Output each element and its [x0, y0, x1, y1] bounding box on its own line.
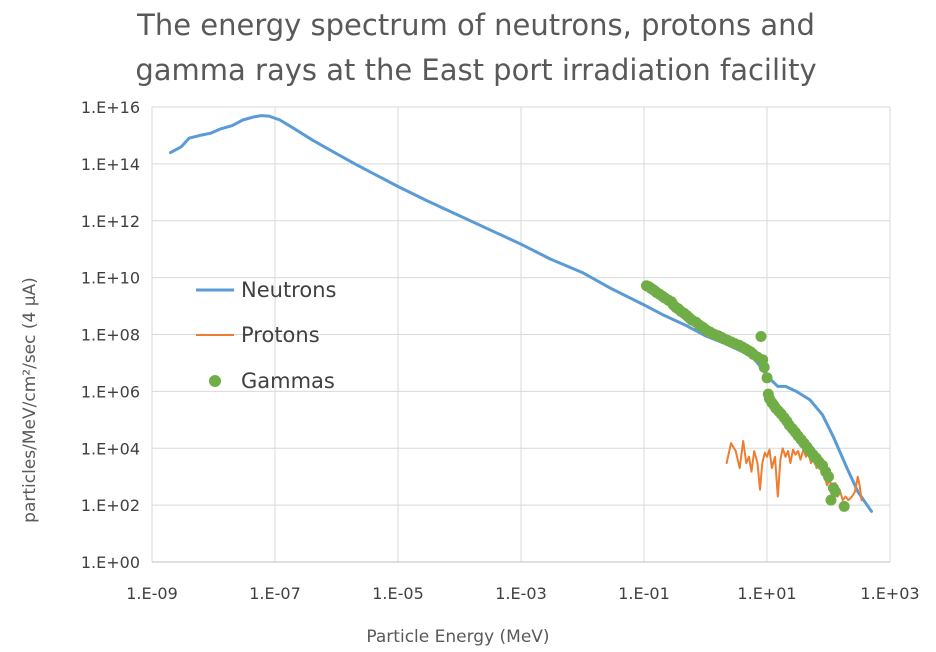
legend: Neutrons Protons Gammas [196, 278, 336, 393]
x-tick-label: 1.E-01 [618, 584, 670, 603]
legend-gammas-label: Gammas [241, 369, 335, 393]
x-tick-label: 1.E-09 [126, 584, 178, 603]
grid-layer [151, 106, 891, 563]
x-tick-label: 1.E-05 [372, 584, 424, 603]
legend-neutrons-label: Neutrons [241, 278, 336, 302]
chart-title-line-1: The energy spectrum of neutrons, protons… [136, 8, 815, 42]
chart-title-line-2: gamma rays at the East port irradiation … [135, 53, 816, 87]
x-tick-label: 1.E-07 [249, 584, 301, 603]
y-tick-label: 1.E+10 [81, 269, 140, 288]
y-tick-label: 1.E+12 [81, 212, 140, 231]
neutrons-line [169, 114, 873, 513]
gammas-marker [823, 471, 834, 483]
x-tick-label: 1.E-03 [495, 584, 547, 603]
axis-layer: 1.E+00 1.E+02 1.E+04 1.E+06 1.E+08 1.E+10 1.E+… [81, 98, 920, 603]
y-tick-label: 1.E+02 [81, 496, 140, 515]
gammas-marker [830, 486, 841, 498]
y-tick-label: 1.E+04 [81, 439, 140, 458]
x-axis-title: Particle Energy (MeV) [366, 627, 549, 647]
series-layer [169, 114, 873, 513]
y-tick-label: 1.E+08 [81, 326, 140, 345]
gammas-marker [838, 500, 850, 512]
x-tick-label: 1.E+03 [860, 584, 919, 603]
y-tick-label: 1.E+16 [81, 98, 140, 117]
legend-protons-label: Protons [241, 323, 320, 347]
y-tick-label: 1.E+14 [81, 155, 140, 174]
gammas-marker [825, 494, 837, 506]
protons-line [725, 440, 863, 502]
x-tick-label: 1.E+01 [737, 584, 796, 603]
gammas-marker [761, 372, 773, 384]
gammas-marker [758, 361, 770, 373]
legend-gammas-swatch [209, 375, 221, 387]
gammas-marker [755, 331, 767, 342]
y-tick-label: 1.E+06 [81, 382, 140, 401]
y-tick-label: 1.E+00 [81, 553, 140, 572]
y-axis-title: particles/MeV/cm²/sec (4 µA) [20, 277, 40, 523]
